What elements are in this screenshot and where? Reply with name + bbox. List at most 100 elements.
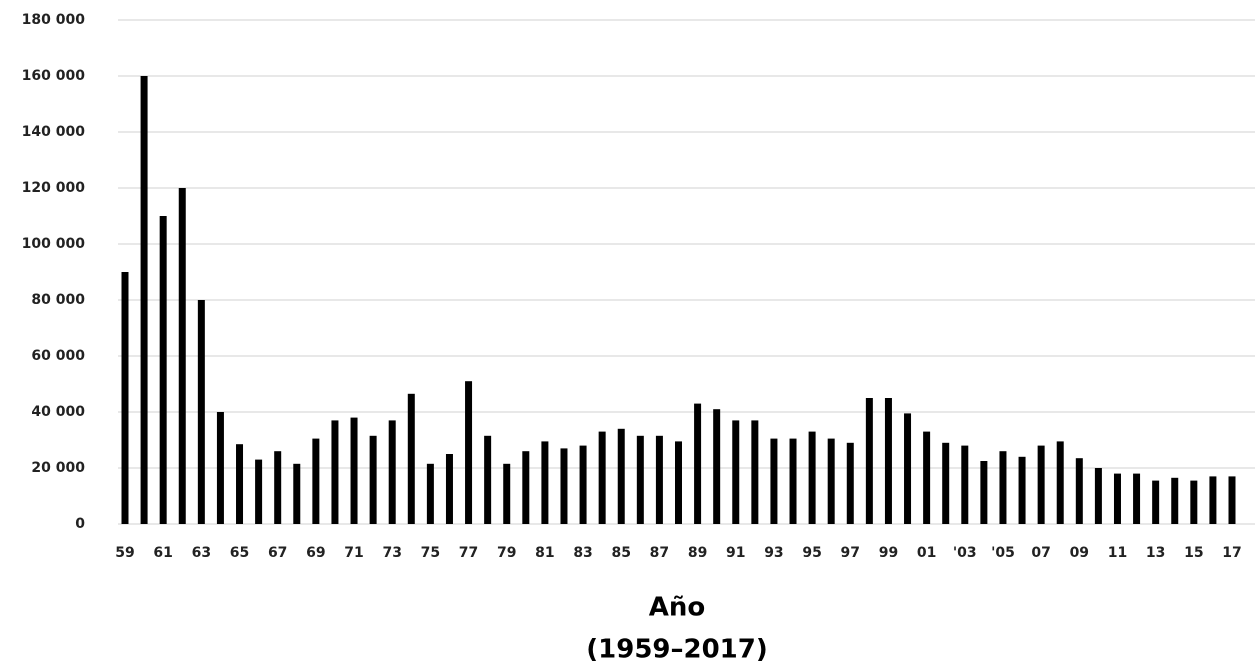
bar <box>884 398 892 524</box>
x-tick-label: 13 <box>1146 545 1165 561</box>
x-tick-label: 91 <box>726 545 745 561</box>
bar <box>503 463 511 524</box>
bar <box>942 442 950 524</box>
x-tick-label: 83 <box>573 545 592 561</box>
bar <box>789 438 797 524</box>
bar <box>121 272 129 524</box>
bar <box>236 444 244 524</box>
x-tick-label: 67 <box>268 545 287 561</box>
x-tick-label: 95 <box>802 545 821 561</box>
x-tick-label: 93 <box>764 545 783 561</box>
y-tick-label: 40 000 <box>31 404 85 420</box>
x-tick-label: 63 <box>192 545 211 561</box>
x-tick-label: 75 <box>421 545 440 561</box>
bar <box>407 393 415 524</box>
y-tick-label: 80 000 <box>31 292 85 308</box>
y-tick-label: 100 000 <box>22 236 86 252</box>
x-tick-label: 59 <box>115 545 134 561</box>
x-axis-label: Año <box>649 593 706 623</box>
bar <box>1133 473 1141 524</box>
bar <box>274 451 282 524</box>
bar <box>1037 445 1045 524</box>
bar <box>445 454 453 524</box>
bar <box>636 435 644 524</box>
bar <box>865 398 873 524</box>
bar <box>579 445 587 524</box>
bar <box>426 463 434 524</box>
bar <box>923 431 931 524</box>
bar <box>617 428 625 524</box>
x-axis-sublabel: (1959–2017) <box>586 635 768 665</box>
x-tick-label: 65 <box>230 545 249 561</box>
bar <box>1171 477 1179 524</box>
bar <box>522 451 530 524</box>
bar <box>1209 476 1217 524</box>
bar <box>732 420 740 524</box>
y-tick-label: 0 <box>75 516 85 532</box>
bar <box>560 448 568 524</box>
bar <box>999 451 1007 524</box>
bar <box>293 463 301 524</box>
x-tick-label: 15 <box>1184 545 1203 561</box>
bar <box>465 381 473 524</box>
x-tick-label: 17 <box>1222 545 1241 561</box>
bar <box>1075 458 1083 524</box>
x-tick-label: 79 <box>497 545 516 561</box>
bar <box>713 409 721 524</box>
bar <box>178 188 186 524</box>
bar <box>1228 476 1236 524</box>
x-tick-label: 99 <box>879 545 898 561</box>
bar <box>216 412 224 524</box>
x-tick-label: 81 <box>535 545 554 561</box>
bar <box>675 441 682 524</box>
bar <box>140 76 148 524</box>
bar <box>350 417 358 524</box>
x-tick-label: 69 <box>306 545 325 561</box>
bar <box>541 441 549 524</box>
bar <box>694 403 702 524</box>
bar <box>197 300 205 524</box>
bar <box>1152 480 1160 524</box>
bar <box>484 435 492 524</box>
y-tick-label: 60 000 <box>31 348 85 364</box>
bar <box>1018 456 1026 524</box>
x-tick-label: 61 <box>153 545 172 561</box>
bar <box>808 431 816 524</box>
bar <box>1190 480 1198 524</box>
x-tick-label: 87 <box>650 545 669 561</box>
x-tick-label: 07 <box>1031 545 1050 561</box>
x-tick-label: 01 <box>917 545 936 561</box>
bar <box>827 438 835 524</box>
x-tick-label: '03 <box>953 545 977 561</box>
y-tick-label: 160 000 <box>22 68 86 84</box>
y-tick-label: 140 000 <box>22 124 86 140</box>
x-tick-label: 77 <box>459 545 478 561</box>
bar <box>255 459 263 524</box>
bar <box>1094 468 1102 524</box>
bar <box>961 445 969 524</box>
bar <box>1113 473 1121 524</box>
bar <box>598 431 606 524</box>
bar <box>159 216 167 524</box>
bar <box>388 420 396 524</box>
x-tick-label: 89 <box>688 545 707 561</box>
x-tick-label: 71 <box>344 545 363 561</box>
x-tick-label: '05 <box>991 545 1015 561</box>
x-tick-label: 11 <box>1108 545 1127 561</box>
x-tick-label: 85 <box>611 545 630 561</box>
y-tick-label: 120 000 <box>22 180 86 196</box>
x-tick-label: 97 <box>841 545 860 561</box>
bar <box>904 413 912 524</box>
y-tick-label: 20 000 <box>31 460 85 476</box>
x-tick-label: 73 <box>382 545 401 561</box>
bar <box>655 435 663 524</box>
bar <box>312 438 320 524</box>
bar <box>846 442 854 524</box>
x-tick-label: 09 <box>1070 545 1089 561</box>
bar <box>751 420 759 524</box>
bar <box>980 461 988 524</box>
bar <box>369 435 377 524</box>
bar <box>770 438 778 524</box>
y-tick-label: 180 000 <box>22 12 86 28</box>
